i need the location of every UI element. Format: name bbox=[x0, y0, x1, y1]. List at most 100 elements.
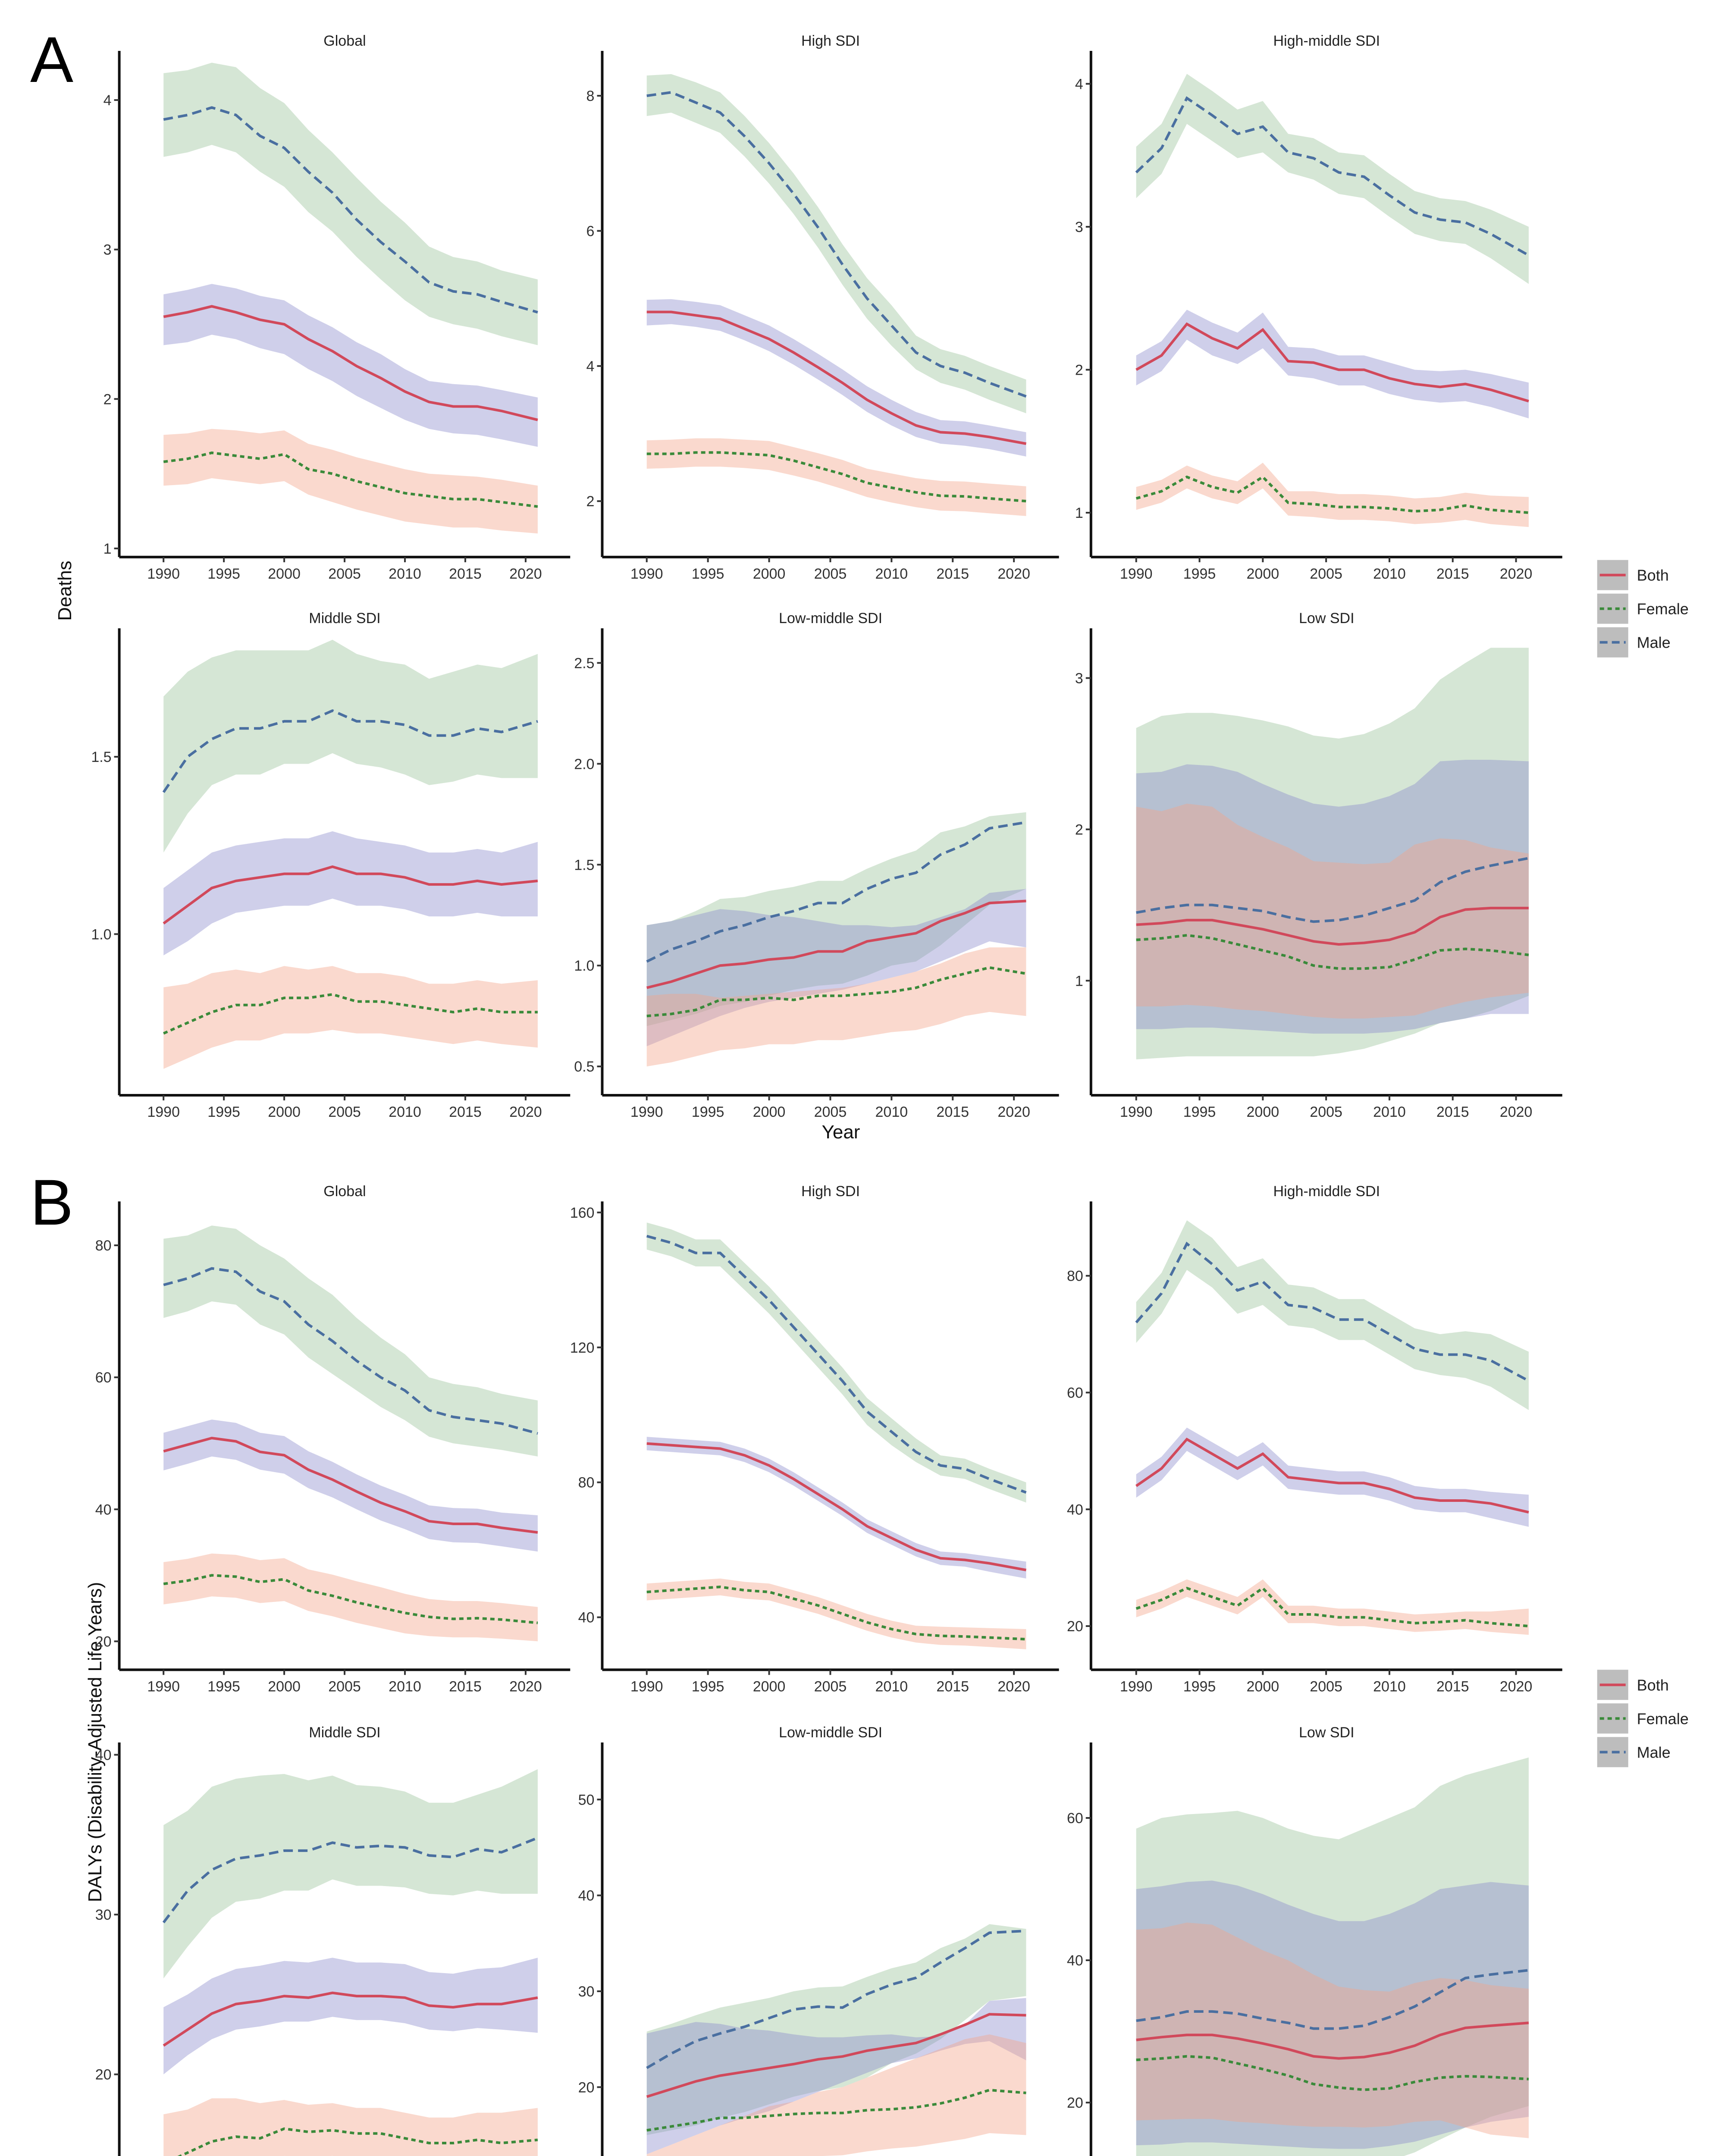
y-tick-label: 60 bbox=[95, 1369, 112, 1386]
y-tick-label: 1 bbox=[103, 541, 112, 557]
facet-title: High-middle SDI bbox=[1273, 33, 1380, 49]
legend-item-both: Both bbox=[1597, 1670, 1669, 1700]
ci-band-male bbox=[163, 639, 538, 853]
y-tick-label: 0.5 bbox=[574, 1059, 594, 1075]
legend-label: Male bbox=[1637, 1743, 1671, 1761]
series-line-female bbox=[646, 1586, 1026, 1641]
series-line-both bbox=[646, 310, 1027, 445]
facet-high-middle-sdi: High-middle SDI 20 40 60 80 1990 1995 2000 2005 2… bbox=[1067, 1183, 1562, 1695]
series-line-both bbox=[163, 865, 538, 925]
series-line-both bbox=[163, 1436, 538, 1534]
y-axis-title-dalys: DALYs (Disability-Adjusted Life Years) bbox=[85, 1582, 106, 1902]
x-tick-label: 1995 bbox=[207, 566, 240, 582]
x-tick-label: 2005 bbox=[328, 1104, 361, 1120]
x-tick-label: 2010 bbox=[389, 1678, 421, 1695]
figure-block-deaths: A Deaths Year Global 1 2 3 4 1990 1995 2000 2005… bbox=[30, 23, 1689, 1143]
x-tick-label: 2020 bbox=[1500, 566, 1533, 582]
y-tick-label: 3 bbox=[1075, 219, 1083, 235]
x-tick-label: 2005 bbox=[1310, 566, 1342, 582]
y-tick-label: 2.0 bbox=[574, 756, 594, 772]
facet-title: High SDI bbox=[801, 33, 860, 49]
ci-band-both bbox=[163, 1420, 538, 1552]
facet-global: Global 20 40 60 80 1990 1995 2000 2005 2010 2015 20… bbox=[95, 1183, 571, 1695]
y-tick-label: 20 bbox=[1067, 2095, 1083, 2111]
series-line-male bbox=[163, 106, 538, 314]
x-tick-label: 2005 bbox=[814, 566, 847, 582]
y-tick-label: 4 bbox=[103, 92, 112, 109]
ci-band-female bbox=[646, 2034, 1026, 2156]
x-tick-label: 1990 bbox=[147, 566, 180, 582]
ci-band-male bbox=[1136, 1757, 1529, 2156]
x-tick-label: 1995 bbox=[1183, 1104, 1216, 1120]
x-tick-label: 2000 bbox=[753, 1104, 786, 1120]
legend-label: Both bbox=[1637, 1676, 1669, 1694]
ci-band-male bbox=[646, 1924, 1026, 2135]
ci-band-male bbox=[1136, 1220, 1529, 1410]
facet-title: Low SDI bbox=[1299, 1724, 1355, 1741]
series-line-both bbox=[646, 2013, 1026, 2098]
series-line-male bbox=[646, 1235, 1027, 1494]
x-tick-label: 2015 bbox=[1436, 1104, 1469, 1120]
series-line-female bbox=[646, 966, 1026, 1018]
x-tick-label: 2000 bbox=[268, 1678, 301, 1695]
y-tick-label: 40 bbox=[95, 1501, 112, 1518]
x-tick-label: 2010 bbox=[1373, 1104, 1406, 1120]
series-line-male bbox=[1135, 96, 1530, 257]
y-tick-label: 20 bbox=[95, 2067, 112, 2083]
y-tick-label: 60 bbox=[1067, 1385, 1083, 1401]
x-tick-label: 2000 bbox=[1247, 1678, 1279, 1695]
x-tick-label: 1990 bbox=[1120, 1678, 1153, 1695]
x-tick-label: 1990 bbox=[630, 1104, 663, 1120]
facet-high-sdi: High SDI 2 4 6 8 1990 1995 2000 2005 2010 2015 2020 bbox=[586, 33, 1059, 582]
facet-title: Low SDI bbox=[1299, 610, 1355, 627]
x-tick-label: 2020 bbox=[997, 566, 1030, 582]
series-line-female bbox=[177, 2127, 538, 2156]
x-tick-label: 2015 bbox=[936, 1678, 969, 1695]
ci-band-female bbox=[1136, 803, 1529, 1018]
legend-label: Both bbox=[1637, 567, 1669, 584]
y-tick-label: 40 bbox=[95, 1747, 112, 1764]
figure-block-dalys: B DALYs (Disability-Adjusted Life Years)… bbox=[30, 1166, 1689, 2156]
x-tick-label: 2000 bbox=[268, 1104, 301, 1120]
facet-low-middle-sdi: Low-middle SDI 0.5 1.0 1.5 2.0 2.5 1990 1995 200… bbox=[574, 610, 1059, 1120]
ci-band-female bbox=[163, 1553, 538, 1642]
y-tick-label: 1.5 bbox=[574, 857, 594, 873]
series-line-male bbox=[646, 821, 1026, 963]
series-line-both bbox=[646, 899, 1026, 989]
series-line-male bbox=[1135, 1241, 1530, 1382]
facet-global: Global 1 2 3 4 1990 1995 2000 2005 2010 2015 2020 bbox=[103, 33, 571, 582]
ci-band-female bbox=[1136, 1579, 1529, 1635]
y-tick-label: 2 bbox=[103, 391, 112, 407]
ci-band-male bbox=[1136, 74, 1529, 284]
y-tick-label: 2 bbox=[586, 493, 595, 510]
facet-middle-sdi: Middle SDI203040199019952000200520102015… bbox=[95, 1724, 539, 2156]
legend-item-female: Female bbox=[1597, 593, 1689, 624]
x-tick-label: 2005 bbox=[1310, 1678, 1342, 1695]
y-tick-label: 50 bbox=[578, 1792, 595, 1808]
series-line-male bbox=[1136, 857, 1529, 923]
series-line-both bbox=[646, 1442, 1027, 1572]
y-tick-label: 1 bbox=[1075, 505, 1083, 521]
y-tick-label: 6 bbox=[586, 223, 595, 239]
facet-title: High SDI bbox=[801, 1183, 860, 1200]
x-tick-label: 2010 bbox=[1373, 1678, 1406, 1695]
y-tick-label: 4 bbox=[1075, 76, 1083, 92]
y-tick-label: 2.5 bbox=[574, 655, 594, 671]
ci-band-female bbox=[163, 429, 538, 534]
x-tick-label: 1995 bbox=[207, 1104, 240, 1120]
x-tick-label: 2010 bbox=[389, 566, 421, 582]
x-tick-label: 2020 bbox=[997, 1678, 1030, 1695]
y-tick-label: 80 bbox=[578, 1475, 595, 1491]
x-tick-label: 1995 bbox=[207, 1678, 240, 1695]
y-tick-label: 20 bbox=[95, 1633, 112, 1650]
x-tick-label: 2010 bbox=[875, 566, 908, 582]
series-line-female bbox=[1135, 1586, 1529, 1628]
x-tick-label: 1990 bbox=[147, 1104, 180, 1120]
y-tick-label: 3 bbox=[1075, 670, 1083, 686]
ci-band-male bbox=[163, 1225, 538, 1457]
facet-high-middle-sdi: High-middle SDI 1 2 3 4 1990 1995 2000 2005 2010 2… bbox=[1075, 33, 1562, 582]
legend-item-male: Male bbox=[1597, 627, 1671, 658]
y-tick-label: 1 bbox=[1075, 973, 1083, 989]
x-tick-label: 2015 bbox=[449, 566, 482, 582]
facet-title: Low-middle SDI bbox=[779, 610, 882, 627]
